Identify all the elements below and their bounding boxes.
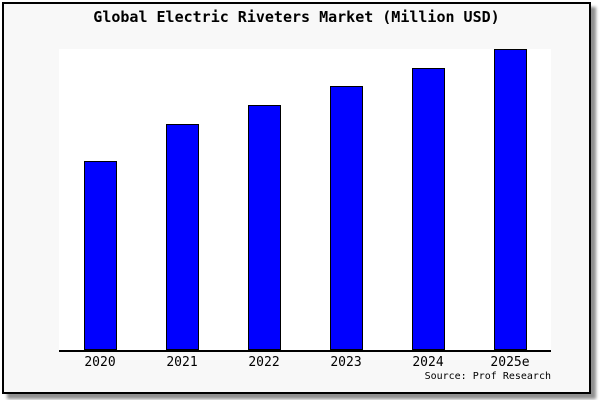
x-axis-line [59,350,551,352]
bar-2022 [247,105,281,350]
x-tick-label-2020: 2020 [84,355,116,370]
bar-2025e [493,49,527,350]
x-tick-label-2022: 2022 [248,355,280,370]
x-tick-label-2021: 2021 [166,355,198,370]
bar-2024 [411,68,445,350]
source-credit: Source: Prof Research [424,371,551,382]
bars-container [59,49,551,350]
chart-frame: Global Electric Riveters Market (Million… [2,2,591,394]
x-tick-label-2024: 2024 [412,355,444,370]
x-axis-labels: 2020 2021 2022 2023 2024 2025e [59,355,551,371]
plot-area [59,49,551,350]
x-tick-label-2025e: 2025e [490,355,530,370]
bar-2021 [165,124,199,350]
bar-2020 [83,161,117,350]
chart-title: Global Electric Riveters Market (Million… [93,8,500,26]
bar-2023 [329,86,363,350]
x-tick-label-2023: 2023 [330,355,362,370]
